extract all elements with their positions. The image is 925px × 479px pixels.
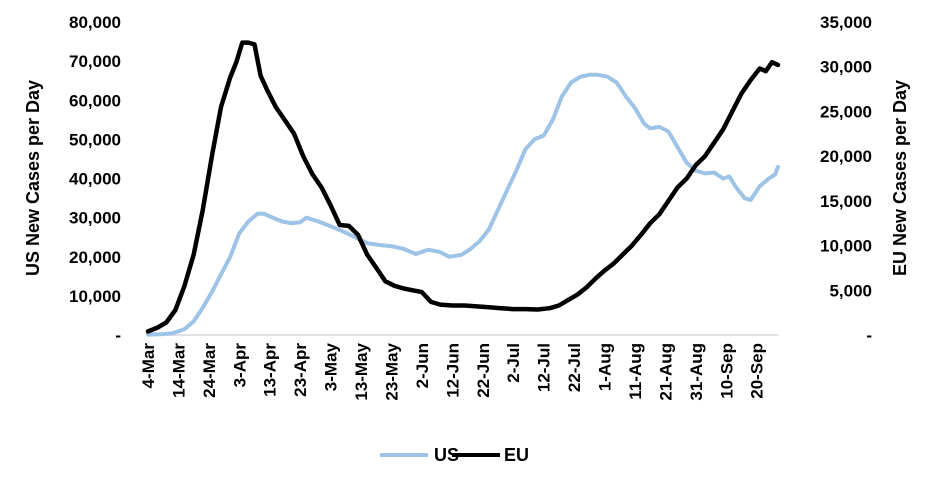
legend-eu-label: EU (504, 445, 529, 465)
left-y-tick-label: 10,000 (69, 287, 121, 306)
x-tick-label: 11-Aug (626, 343, 645, 400)
legend: US EU (380, 445, 529, 465)
series-line-eu (145, 40, 781, 334)
left-y-tick-label: 30,000 (69, 209, 121, 228)
right-y-tick-label: 10,000 (820, 237, 872, 256)
x-tick-label: 2-Jul (504, 343, 523, 383)
right-y-axis-title: EU New Cases per Day (890, 80, 910, 276)
left-y-tick-label: - (115, 326, 121, 345)
x-tick-label: 1-Aug (596, 343, 615, 391)
left-y-axis-ticks: - 10,000 20,000 30,000 40,000 50,000 60,000 70,… (69, 13, 121, 345)
x-tick-label: 23-May (382, 342, 401, 400)
x-tick-label: 21-Aug (656, 343, 675, 401)
left-y-tick-label: 20,000 (69, 248, 121, 267)
x-tick-label: 4-Mar (139, 343, 158, 389)
x-tick-label: 22-Jul (565, 343, 584, 392)
x-axis-ticks: 4-Mar 14-Mar 24-Mar 3-Apr 13-Apr 23-Apr 3-May 1… (139, 342, 767, 400)
series-layer (145, 40, 781, 337)
right-y-tick-label: 20,000 (820, 147, 872, 166)
left-y-tick-label: 60,000 (69, 91, 121, 110)
series-line-us (146, 72, 780, 337)
right-y-tick-label: - (866, 326, 872, 345)
right-y-tick-label: 30,000 (820, 58, 872, 77)
left-y-axis-title: US New Cases per Day (23, 80, 43, 276)
x-tick-label: 3-May (322, 342, 341, 391)
x-tick-label: 14-Mar (169, 343, 188, 398)
x-tick-label: 13-Apr (261, 343, 280, 397)
right-y-tick-label: 25,000 (820, 102, 872, 121)
x-tick-label: 13-May (352, 342, 371, 400)
left-y-tick-label: 80,000 (69, 13, 121, 32)
legend-us-label: US (434, 445, 459, 465)
right-y-axis-ticks: - 5,000 10,000 15,000 20,000 25,000 30,000 35,0… (820, 13, 872, 345)
x-tick-label: 20-Sep (748, 343, 767, 399)
x-tick-label: 23-Apr (291, 343, 310, 397)
left-y-tick-label: 70,000 (69, 52, 121, 71)
x-tick-label: 12-Jul (535, 343, 554, 392)
x-tick-label: 31-Aug (687, 343, 706, 401)
left-y-tick-label: 40,000 (69, 170, 121, 189)
x-tick-label: 10-Sep (717, 343, 736, 399)
left-y-tick-label: 50,000 (69, 130, 121, 149)
x-tick-label: 12-Jun (443, 343, 462, 398)
right-y-tick-label: 5,000 (829, 281, 872, 300)
x-tick-label: 3-Apr (230, 343, 249, 388)
x-tick-label: 24-Mar (200, 343, 219, 398)
right-y-tick-label: 35,000 (820, 13, 872, 32)
x-tick-label: 2-Jun (413, 343, 432, 388)
x-tick-label: 22-Jun (474, 343, 493, 398)
right-y-tick-label: 15,000 (820, 192, 872, 211)
